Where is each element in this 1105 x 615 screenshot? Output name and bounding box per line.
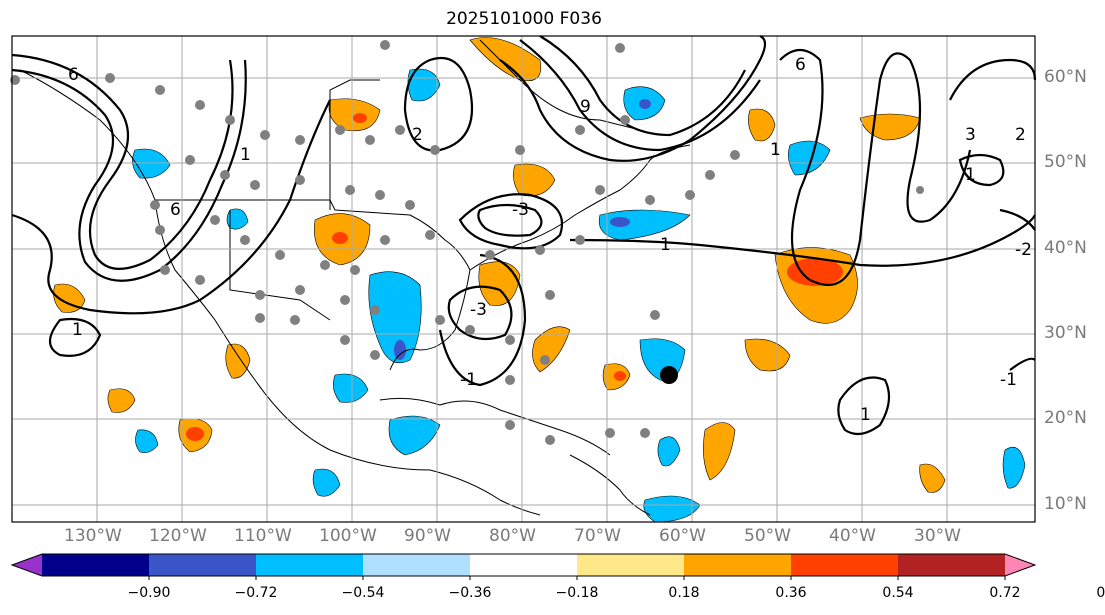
contour-label: 1 (72, 320, 83, 340)
negative-anomaly (135, 429, 159, 453)
colorbar-tick-label: 0.72 (989, 585, 1021, 601)
longitude-label: 100°W (319, 526, 377, 546)
strong-negative-anomaly (639, 99, 651, 109)
map-title: 2025101000 F036 (446, 9, 602, 29)
positive-anomaly (107, 388, 136, 413)
contour-label: -2 (1015, 240, 1032, 260)
contour-label: -3 (512, 200, 529, 220)
positive-anomaly (703, 422, 736, 481)
anomaly-shading (53, 37, 1026, 523)
longitude-label: 90°W (404, 526, 451, 546)
colorbar-tick-label: −0.72 (234, 585, 278, 601)
colorbar-segment (791, 554, 899, 576)
longitude-label: 50°W (744, 526, 791, 546)
strong-negative-anomaly (394, 340, 406, 360)
colorbar-segment (898, 554, 1006, 576)
contour-label: -1 (460, 370, 477, 390)
colorbar-tick-label: 0.90 (1096, 585, 1105, 601)
positive-anomaly (328, 98, 381, 132)
contour-label: -3 (470, 300, 487, 320)
colorbar-segment (42, 554, 150, 576)
strong-positive-anomaly (787, 258, 843, 286)
negative-anomaly (132, 148, 171, 179)
colorbar-tick-label: −0.18 (555, 585, 599, 601)
contour-lines (11, 34, 1037, 436)
longitude-label: 80°W (489, 526, 536, 546)
storm-center-marker (660, 366, 678, 384)
negative-anomaly (1002, 446, 1026, 489)
contour-label: -1 (1000, 370, 1017, 390)
colorbar-extend-max (1005, 554, 1035, 576)
contour-label: 6 (795, 55, 806, 75)
colorbar-tick-label: 0.18 (668, 585, 700, 601)
contour-label: 2 (1015, 125, 1026, 145)
positive-anomaly (513, 163, 556, 197)
colorbar-segment (577, 554, 685, 576)
strong-positive-anomaly (614, 371, 626, 381)
contour-label: 6 (170, 200, 181, 220)
station-markers (10, 40, 924, 445)
negative-anomaly (368, 271, 422, 364)
strong-positive-anomaly (353, 113, 367, 123)
negative-anomaly (312, 468, 341, 497)
colorbar-outline (10, 553, 1037, 577)
positive-anomaly (53, 283, 86, 313)
negative-anomaly (333, 373, 369, 403)
coastlines (19, 39, 691, 516)
strong-negative-anomaly (610, 217, 630, 227)
contour-label: 1 (860, 405, 871, 425)
latitude-label: 40°N (1044, 238, 1087, 258)
positive-anomaly (919, 463, 946, 493)
colorbar-segment (470, 554, 578, 576)
longitude-label: 70°W (574, 526, 621, 546)
colorbar-segment (363, 554, 471, 576)
contour-label: 3 (965, 125, 976, 145)
colorbar-tick-label: 0.36 (775, 585, 807, 601)
contour-label: 6 (68, 65, 79, 85)
colorbar (10, 553, 1037, 580)
contour-label: 9 (580, 97, 591, 117)
colorbar-segment (256, 554, 364, 576)
contour-label: 1 (770, 140, 781, 160)
negative-anomaly (643, 495, 701, 523)
contour-label: 1 (965, 165, 976, 185)
longitude-label: 30°W (914, 526, 961, 546)
longitude-label: 120°W (149, 526, 207, 546)
contour-label: 2 (412, 125, 423, 145)
latitude-label: 20°N (1044, 408, 1087, 428)
longitude-label: 130°W (64, 526, 122, 546)
colorbar-extend-min (12, 554, 42, 576)
latitude-label: 60°N (1044, 67, 1087, 87)
longitude-label: 110°W (234, 526, 292, 546)
contour-label: 1 (240, 145, 251, 165)
longitude-label: 40°W (829, 526, 876, 546)
longitude-label: 60°W (659, 526, 706, 546)
positive-anomaly (744, 338, 791, 372)
colorbar-segment (149, 554, 257, 576)
negative-anomaly (657, 436, 681, 467)
colorbar-tick-label: −0.54 (341, 585, 385, 601)
negative-anomaly (226, 208, 249, 230)
map-border (11, 35, 1036, 523)
latitude-label: 50°N (1044, 152, 1087, 172)
negative-anomaly (788, 140, 831, 176)
colorbar-tick-label: −0.36 (448, 585, 492, 601)
strong-positive-anomaly (332, 232, 348, 244)
latitude-label: 10°N (1044, 494, 1087, 514)
positive-anomaly (225, 343, 251, 379)
negative-anomaly (388, 415, 441, 456)
colorbar-segment (684, 554, 792, 576)
contour-label: 1 (660, 235, 671, 255)
colorbar-tick-label: −0.90 (127, 585, 171, 601)
strong-positive-anomaly (186, 427, 204, 441)
colorbar-tick-label: 0.54 (882, 585, 914, 601)
map-background (12, 36, 1035, 522)
positive-anomaly (748, 108, 776, 142)
latitude-label: 30°N (1044, 323, 1087, 343)
